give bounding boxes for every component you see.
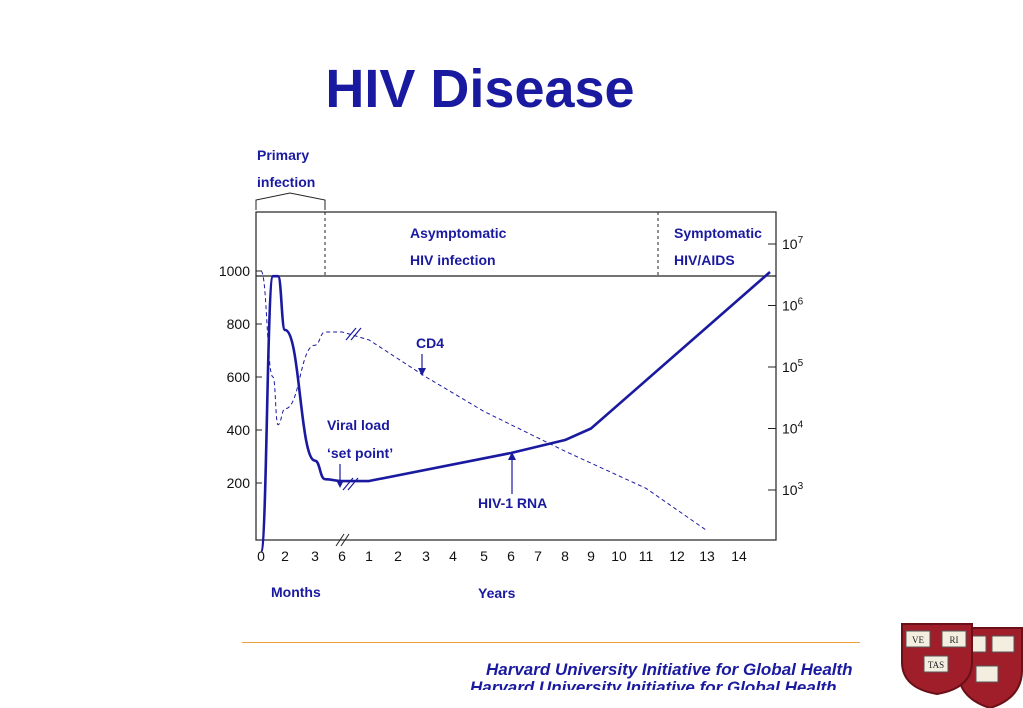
x-axis-label-years: Years: [478, 585, 516, 601]
phase-label: HIV/AIDS: [674, 252, 735, 268]
left-tick-label: 400: [227, 422, 251, 438]
plot-border: [255, 211, 777, 541]
cd4-arrowhead: [418, 368, 426, 376]
x-tick-label-year: 14: [731, 548, 747, 564]
hiv-rna-line: [259, 271, 771, 553]
x-tick-label-year: 3: [422, 548, 430, 564]
shield-back: [957, 627, 1023, 708]
x-tick-label-year: 7: [534, 548, 542, 564]
phase-label: HIV infection: [410, 252, 496, 268]
chart-series: [259, 270, 771, 553]
x-tick-label-year: 10: [611, 548, 627, 564]
chart-frame: [255, 192, 777, 541]
svg-text:VE: VE: [912, 635, 924, 645]
hiv-rna-arrowhead: [508, 452, 516, 460]
left-tick-label: 1000: [219, 263, 250, 279]
series-break-mark: [350, 327, 362, 341]
right-tick-label: 103: [782, 481, 804, 498]
series-break-mark: [342, 477, 354, 491]
axis-break-mark: [340, 533, 350, 547]
phase-label: Primary: [257, 147, 309, 163]
set-point-label: Viral load: [327, 417, 390, 433]
phase-label: infection: [257, 174, 315, 190]
x-tick-label-year: 4: [449, 548, 457, 564]
hiv-rna-label: HIV-1 RNA: [478, 495, 547, 511]
series-break-mark: [347, 477, 359, 491]
primary-infection-bracket: [255, 192, 326, 210]
footer-org-shadow: Harvard University Initiative for Global…: [470, 678, 837, 697]
x-tick-label-year: 11: [639, 548, 654, 564]
x-tick-label-month: 6: [338, 548, 346, 564]
x-tick-label-year: 8: [561, 548, 569, 564]
footer-org: Harvard University Initiative for Global…: [486, 660, 853, 679]
left-tick-label: 200: [227, 475, 251, 491]
x-tick-label-month: 0: [257, 548, 265, 564]
x-tick-label-year: 12: [669, 548, 685, 564]
x-tick-label-year: 6: [507, 548, 515, 564]
phase-label: Symptomatic: [674, 225, 762, 241]
phase-label: Asymptomatic: [410, 225, 507, 241]
set-point-arrowhead: [336, 480, 344, 488]
x-tick-label-month: 3: [311, 548, 319, 564]
x-tick-label-month: 2: [281, 548, 289, 564]
set-point-label: ‘set point’: [327, 445, 393, 461]
left-tick-label: 800: [227, 316, 251, 332]
footer-rule: [242, 642, 860, 643]
x-tick-label-year: 5: [480, 548, 488, 564]
svg-text:TAS: TAS: [928, 660, 944, 670]
right-tick-label: 105: [782, 358, 804, 375]
right-tick-label: 106: [782, 297, 804, 314]
svg-text:RI: RI: [950, 635, 959, 645]
x-tick-label-year: 9: [587, 548, 595, 564]
right-tick-label: 107: [782, 235, 804, 252]
chart-annotations: CD4 Viral load ‘set point’ HIV-1 RNA: [327, 335, 547, 511]
right-tick-label: 104: [782, 420, 804, 437]
left-tick-label: 600: [227, 369, 251, 385]
phase-labels: Primary infection Asymptomatic HIV infectio…: [257, 147, 762, 268]
cd4-label: CD4: [416, 335, 444, 351]
shield-front: VE RI TAS: [901, 623, 973, 696]
axis-break-mark: [335, 533, 345, 547]
x-tick-label-year: 13: [699, 548, 715, 564]
harvard-shield-logo: VE RI TAS: [901, 623, 1023, 708]
page-title: HIV Disease: [325, 59, 635, 119]
x-tick-label-year: 1: [365, 548, 373, 564]
x-tick-label-year: 2: [394, 548, 402, 564]
series-break-mark: [345, 327, 357, 341]
x-axis-label-months: Months: [271, 584, 321, 600]
cd4-line: [260, 270, 708, 532]
